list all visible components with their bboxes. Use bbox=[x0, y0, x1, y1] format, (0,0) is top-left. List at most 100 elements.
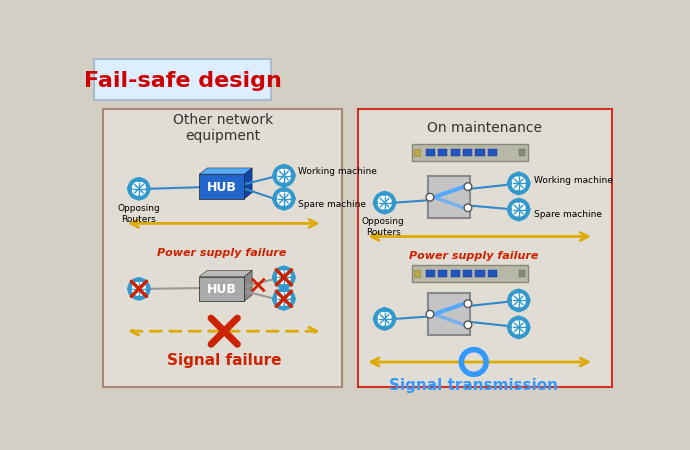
FancyBboxPatch shape bbox=[475, 270, 484, 277]
Circle shape bbox=[508, 316, 529, 338]
Circle shape bbox=[507, 325, 511, 329]
Circle shape bbox=[273, 197, 277, 201]
FancyBboxPatch shape bbox=[438, 270, 447, 277]
FancyBboxPatch shape bbox=[463, 270, 472, 277]
Circle shape bbox=[128, 278, 150, 300]
FancyBboxPatch shape bbox=[428, 293, 471, 335]
Circle shape bbox=[464, 183, 472, 190]
FancyBboxPatch shape bbox=[94, 58, 271, 100]
Polygon shape bbox=[199, 270, 252, 277]
Circle shape bbox=[464, 204, 472, 211]
Circle shape bbox=[282, 188, 286, 191]
Text: Working machine: Working machine bbox=[298, 167, 377, 176]
Circle shape bbox=[526, 325, 530, 329]
Circle shape bbox=[517, 172, 521, 176]
FancyBboxPatch shape bbox=[414, 149, 420, 156]
Circle shape bbox=[512, 321, 525, 334]
Circle shape bbox=[374, 308, 395, 330]
FancyBboxPatch shape bbox=[488, 148, 497, 157]
Circle shape bbox=[273, 266, 295, 288]
FancyBboxPatch shape bbox=[199, 174, 244, 199]
Circle shape bbox=[426, 194, 434, 201]
Text: HUB: HUB bbox=[207, 283, 237, 296]
Circle shape bbox=[373, 201, 377, 205]
Circle shape bbox=[517, 198, 521, 202]
Circle shape bbox=[282, 288, 286, 292]
Circle shape bbox=[282, 306, 286, 310]
FancyBboxPatch shape bbox=[438, 148, 447, 157]
Circle shape bbox=[277, 292, 290, 306]
Circle shape bbox=[282, 206, 286, 210]
Circle shape bbox=[426, 310, 434, 318]
Circle shape bbox=[517, 289, 521, 293]
FancyBboxPatch shape bbox=[451, 270, 460, 277]
Text: Other network
equipment: Other network equipment bbox=[172, 113, 273, 143]
Circle shape bbox=[378, 196, 391, 209]
FancyBboxPatch shape bbox=[104, 109, 342, 387]
Circle shape bbox=[277, 169, 290, 182]
Circle shape bbox=[273, 288, 295, 310]
Text: Working machine: Working machine bbox=[534, 176, 613, 185]
Circle shape bbox=[137, 178, 141, 181]
Circle shape bbox=[128, 187, 132, 191]
Circle shape bbox=[282, 284, 286, 288]
FancyBboxPatch shape bbox=[426, 148, 435, 157]
FancyBboxPatch shape bbox=[463, 148, 472, 157]
FancyBboxPatch shape bbox=[426, 270, 435, 277]
Circle shape bbox=[273, 174, 277, 178]
Text: Power supply failure: Power supply failure bbox=[157, 248, 286, 258]
Circle shape bbox=[464, 321, 472, 328]
Circle shape bbox=[507, 207, 511, 212]
Circle shape bbox=[464, 300, 472, 307]
Circle shape bbox=[128, 287, 132, 291]
Text: Opposing
Routers: Opposing Routers bbox=[362, 217, 404, 237]
Circle shape bbox=[128, 178, 150, 199]
Circle shape bbox=[383, 191, 386, 195]
Circle shape bbox=[282, 183, 286, 187]
Polygon shape bbox=[199, 168, 252, 174]
FancyBboxPatch shape bbox=[428, 176, 471, 218]
Circle shape bbox=[517, 308, 521, 311]
Circle shape bbox=[277, 270, 290, 284]
Circle shape bbox=[291, 297, 295, 301]
Circle shape bbox=[508, 290, 529, 311]
Text: Power supply failure: Power supply failure bbox=[409, 251, 538, 261]
Circle shape bbox=[146, 187, 150, 191]
Circle shape bbox=[507, 181, 511, 185]
Text: Opposing
Routers: Opposing Routers bbox=[117, 204, 160, 224]
Circle shape bbox=[291, 197, 295, 201]
Circle shape bbox=[383, 210, 386, 214]
Text: Fail-safe design: Fail-safe design bbox=[84, 71, 282, 91]
Text: Spare machine: Spare machine bbox=[298, 200, 366, 209]
FancyBboxPatch shape bbox=[199, 277, 244, 301]
Circle shape bbox=[282, 266, 286, 270]
Text: Signal transmission: Signal transmission bbox=[389, 378, 558, 392]
Circle shape bbox=[508, 173, 529, 194]
FancyBboxPatch shape bbox=[414, 270, 420, 277]
FancyBboxPatch shape bbox=[451, 148, 460, 157]
Circle shape bbox=[512, 203, 525, 216]
Circle shape bbox=[273, 275, 277, 279]
FancyBboxPatch shape bbox=[519, 270, 525, 277]
Circle shape bbox=[291, 174, 295, 178]
Circle shape bbox=[512, 177, 525, 190]
Circle shape bbox=[512, 294, 525, 307]
Circle shape bbox=[132, 282, 146, 296]
Circle shape bbox=[137, 196, 141, 200]
FancyBboxPatch shape bbox=[357, 109, 612, 387]
Circle shape bbox=[383, 326, 386, 330]
Circle shape bbox=[291, 275, 295, 279]
Circle shape bbox=[282, 165, 286, 168]
Text: On maintenance: On maintenance bbox=[427, 121, 542, 135]
Circle shape bbox=[273, 297, 277, 301]
Circle shape bbox=[146, 287, 150, 291]
Circle shape bbox=[273, 188, 295, 210]
Circle shape bbox=[277, 192, 290, 206]
Circle shape bbox=[378, 312, 391, 325]
Polygon shape bbox=[244, 168, 252, 199]
Text: Signal failure: Signal failure bbox=[167, 353, 282, 368]
Circle shape bbox=[374, 192, 395, 213]
Circle shape bbox=[526, 207, 530, 212]
Text: Spare machine: Spare machine bbox=[534, 210, 602, 219]
FancyBboxPatch shape bbox=[412, 265, 528, 282]
